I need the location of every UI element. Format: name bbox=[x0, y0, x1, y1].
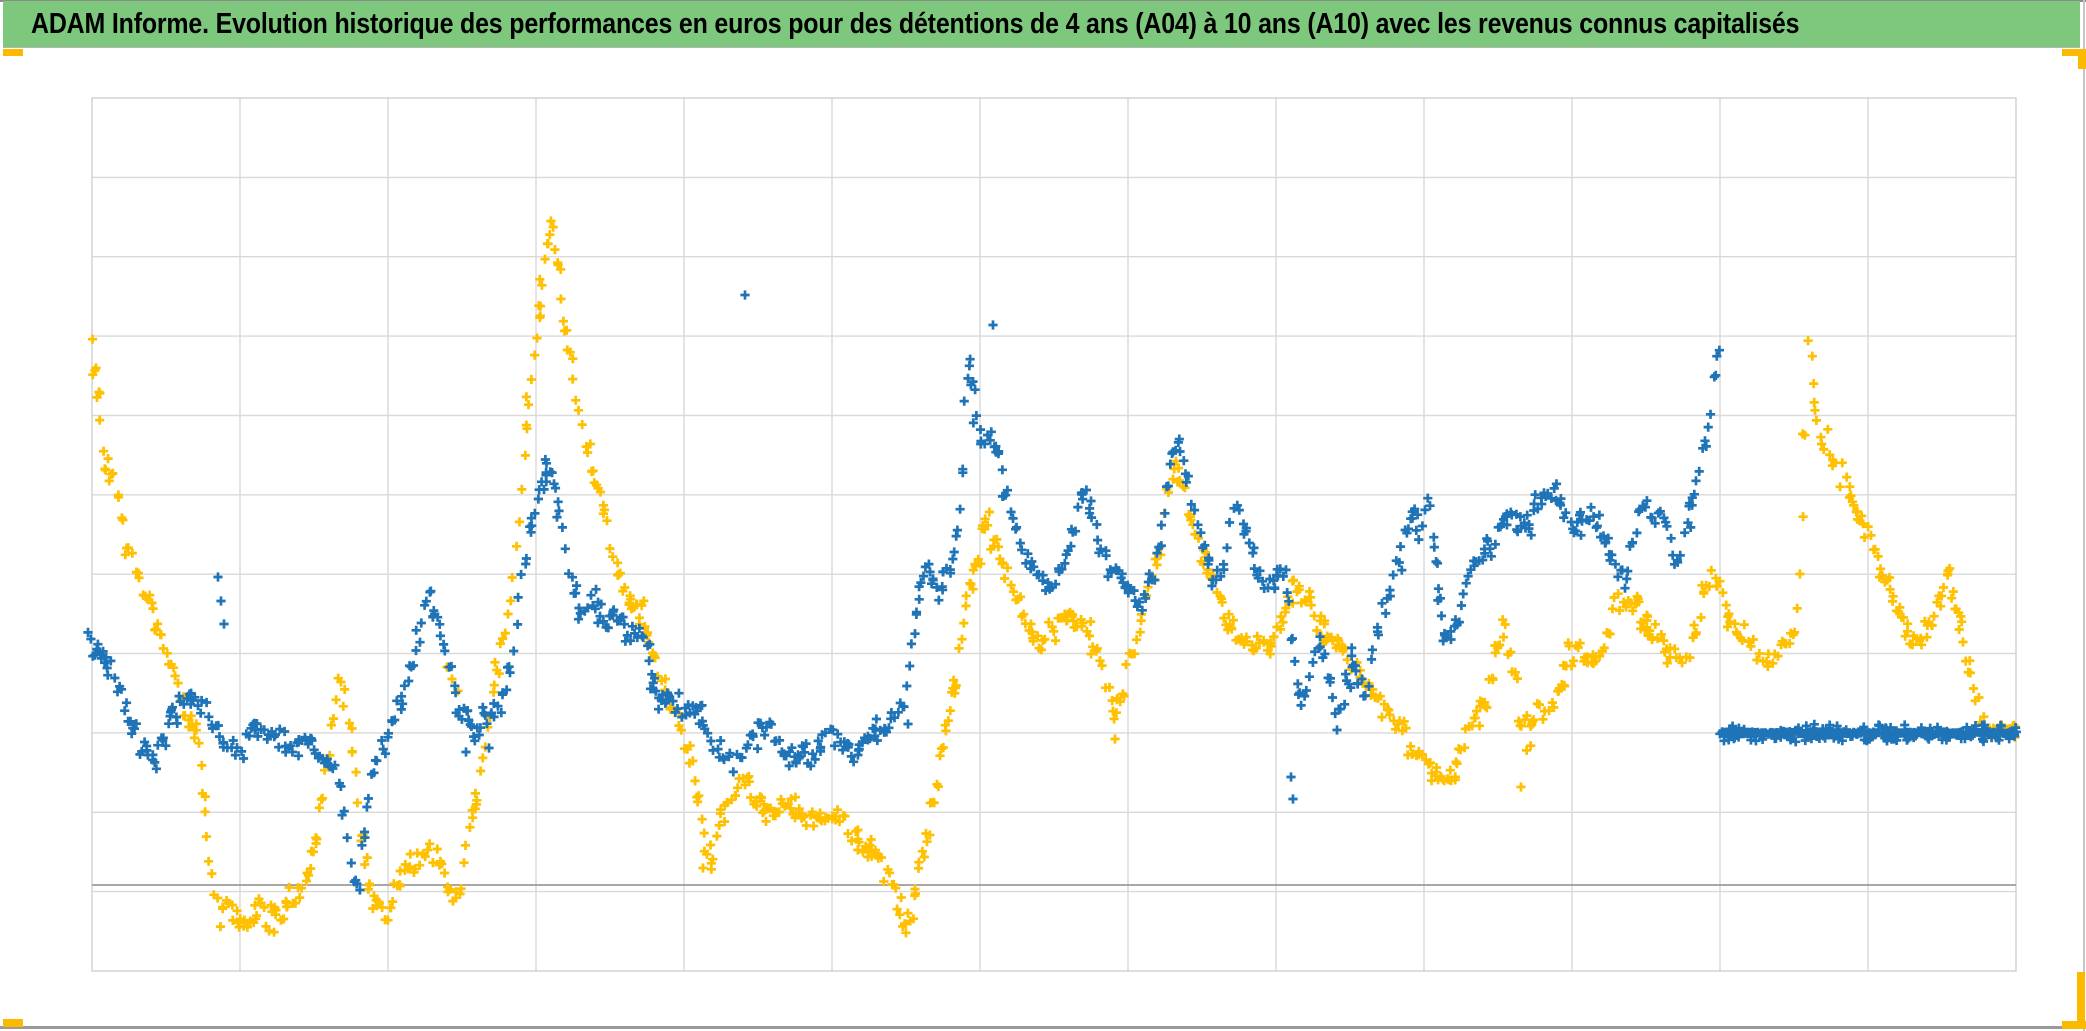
corner-accent-top-right-horizontal bbox=[2062, 49, 2086, 56]
corner-accent-bottom-right-horizontal bbox=[2062, 1021, 2086, 1029]
title-bar: ADAM Informe. Evolution historique des p… bbox=[3, 1, 2080, 48]
page-title: ADAM Informe. Evolution historique des p… bbox=[31, 7, 1800, 40]
corner-accent-top-right-vertical bbox=[2078, 49, 2086, 69]
series-blue-markers bbox=[83, 290, 2021, 895]
corner-accent-bottom-right-vertical bbox=[2077, 972, 2085, 1028]
corner-accent-bottom-left bbox=[3, 1019, 23, 1027]
series-yellow-markers bbox=[87, 216, 2020, 938]
window-edge-right bbox=[2083, 0, 2085, 1031]
window-edge-bottom bbox=[0, 1026, 2086, 1029]
corner-accent-top-left bbox=[3, 49, 23, 56]
